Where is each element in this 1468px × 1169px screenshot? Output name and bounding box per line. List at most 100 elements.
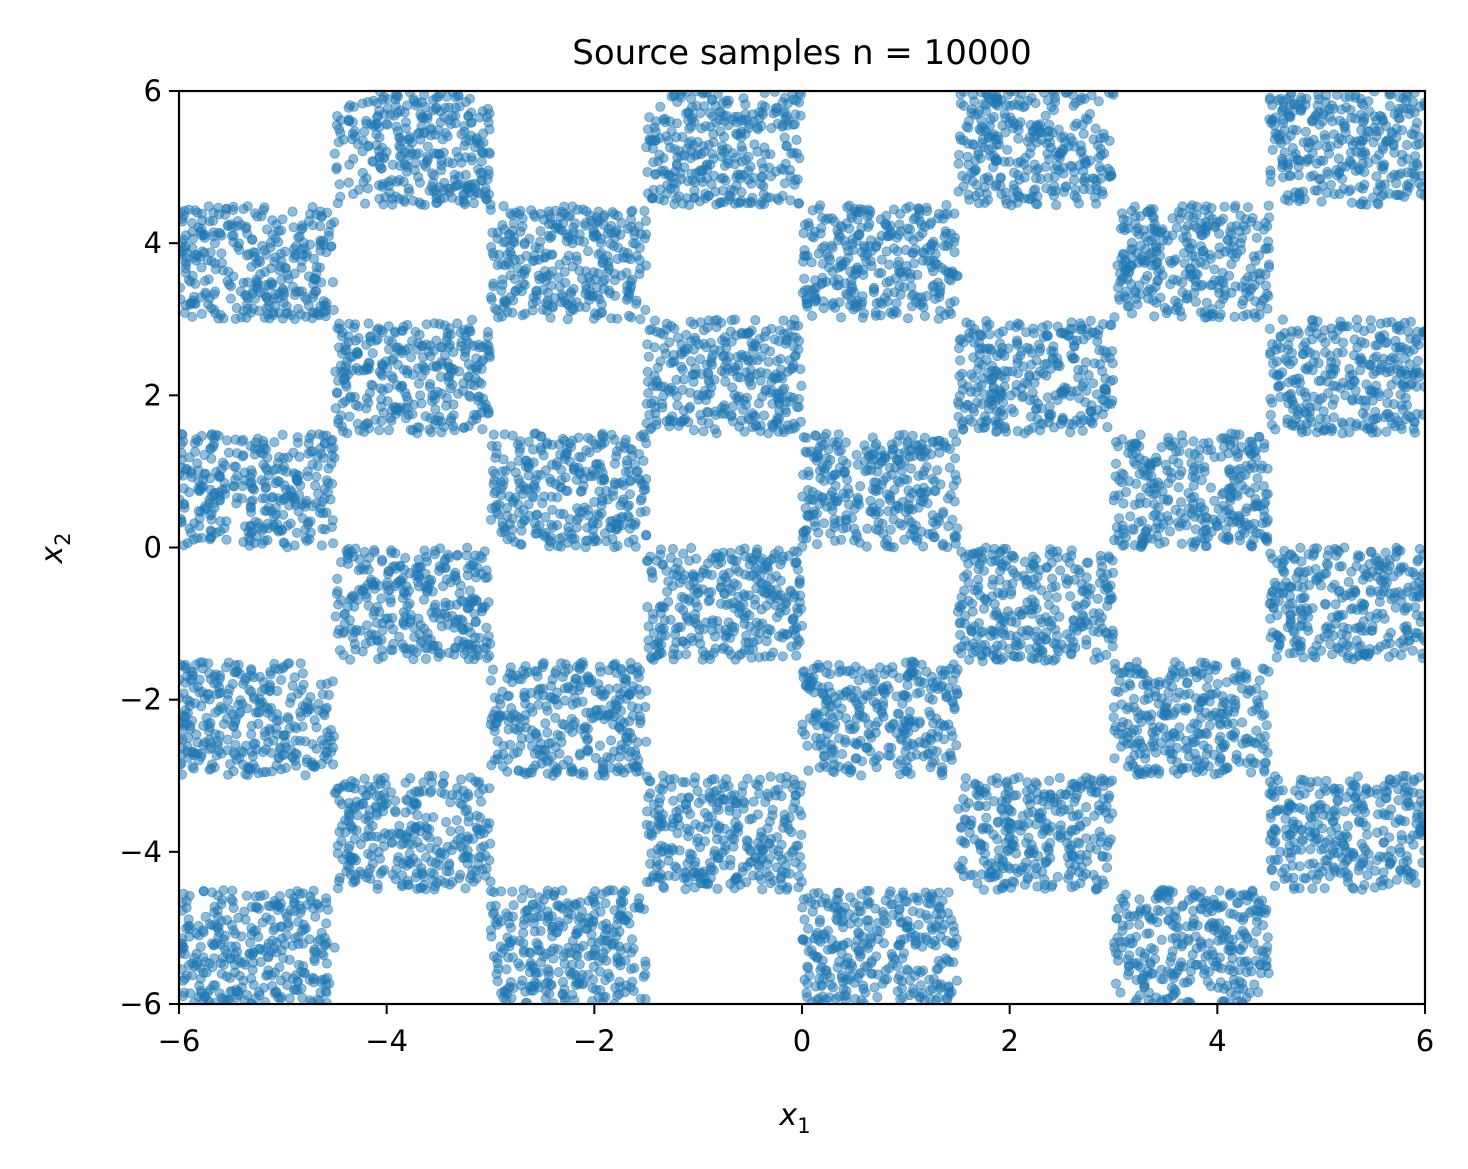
data-point [568,283,579,295]
data-point [630,238,641,249]
data-point [952,270,963,281]
data-point [1200,259,1211,270]
data-point [658,195,670,206]
data-point [323,478,334,489]
data-point [921,444,932,455]
data-point [1035,173,1046,185]
data-point [711,428,722,439]
data-point [1296,95,1307,106]
data-point [416,121,427,132]
data-point [1408,129,1419,140]
data-point [621,455,633,466]
data-point [404,131,415,143]
data-point [963,122,974,134]
data-point [893,264,905,275]
data-point [1287,142,1298,154]
data-point [1027,387,1038,398]
data-point [760,384,772,395]
data-point [1401,180,1413,191]
data-point [388,402,400,413]
data-point [917,470,929,481]
data-point [651,326,662,337]
data-point [183,204,194,215]
data-point [780,338,791,349]
data-point [196,308,207,319]
data-point [558,218,569,229]
data-point [1134,468,1145,480]
data-point [704,378,715,389]
data-point [431,197,442,209]
data-point [1337,321,1348,332]
data-point [1409,427,1421,438]
data-point [835,445,847,456]
data-point [1126,205,1137,217]
data-point [1151,452,1162,463]
data-point [1382,397,1393,409]
data-point [194,251,205,263]
data-point [215,471,226,483]
data-point [271,219,282,230]
data-point [566,529,577,540]
data-point [616,217,627,228]
data-point [755,199,766,210]
data-point [709,170,720,181]
data-point [476,175,488,186]
data-point [1346,112,1357,123]
data-point [635,507,646,518]
data-point [188,534,199,545]
data-point [1320,347,1331,358]
data-point [373,323,384,334]
data-point [260,280,272,291]
data-point [839,235,850,246]
data-point [937,508,949,520]
data-point [278,537,289,548]
data-point [414,329,425,340]
data-point [1235,210,1246,221]
data-point [526,205,537,216]
data-point [734,391,745,402]
data-point [599,209,610,221]
data-point [1369,111,1380,122]
data-point [1310,110,1321,121]
data-point [632,466,643,477]
data-point [962,151,973,162]
data-point [260,493,271,504]
data-point [359,126,370,137]
data-point [955,355,966,366]
data-point [1319,129,1330,141]
data-point [1355,352,1366,363]
data-point [663,135,674,146]
data-point [532,509,543,520]
data-point [569,461,580,473]
data-point [1094,345,1105,356]
data-point [1349,334,1360,345]
data-point [758,189,769,200]
data-point [276,524,287,535]
data-point [412,363,423,374]
data-point [847,283,858,294]
data-point [671,374,682,385]
data-point [482,103,494,115]
data-point [429,318,440,329]
data-point [295,480,306,491]
data-point [318,307,329,318]
data-point [1146,223,1157,234]
data-point [496,285,507,296]
data-point [1323,169,1334,180]
data-point [592,518,603,529]
data-point [1333,153,1344,164]
data-point [720,361,731,372]
data-point [818,303,829,314]
data-point [1283,108,1294,119]
data-point [300,533,311,544]
data-point [781,407,792,418]
data-point [1150,241,1162,252]
data-point [829,535,841,547]
data-point [1414,367,1425,379]
data-point [447,158,458,169]
data-point [1336,417,1348,428]
data-point [530,483,541,494]
data-point [1359,338,1370,349]
data-point [1010,386,1021,397]
data-point [1159,536,1170,548]
